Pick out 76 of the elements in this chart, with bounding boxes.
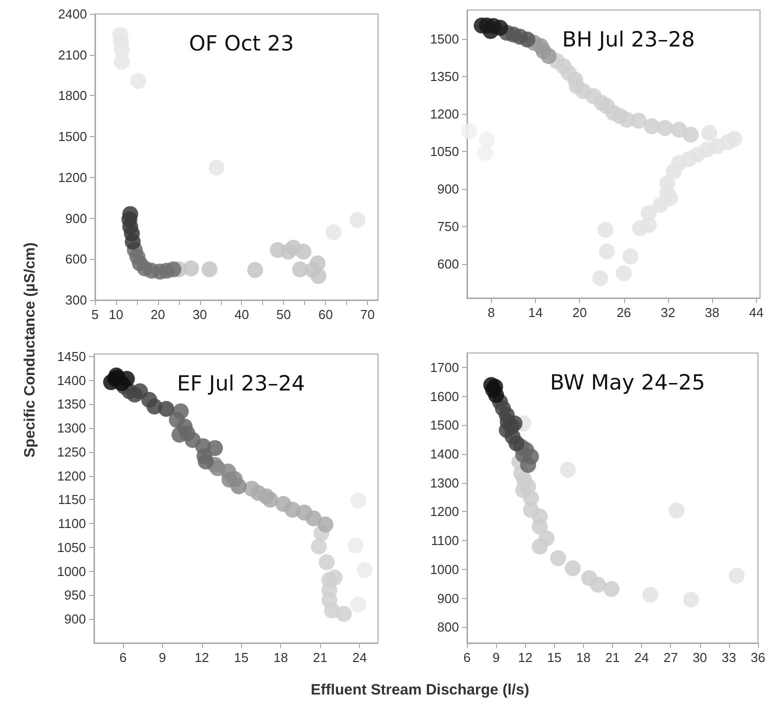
x-tick-label: 21 [312,650,328,665]
y-tick-label: 1000 [57,564,86,579]
y-tick-label: 1300 [430,475,459,490]
y-tick-label: 1200 [58,170,87,185]
x-tick-label: 60 [318,307,333,322]
y-tick-label: 1200 [430,504,459,520]
y-tick-label: 1350 [430,68,459,84]
x-tick-label: 30 [692,650,708,665]
y-axis-title: Specific Conductance (µS/cm) [22,242,38,458]
y-tick-label: 800 [437,620,459,635]
x-tick-label: 18 [576,650,591,665]
x-tick-label: 9 [492,650,500,665]
y-tick-label: 1200 [57,468,86,484]
y-tick-label: 1200 [430,106,459,122]
x-tick-label: 24 [352,650,367,665]
y-tick-label: 2100 [58,47,87,62]
y-tick-label: 1100 [58,516,86,532]
text: BH Jul 23–28 [562,28,695,52]
y-tick-label: 900 [65,210,87,226]
x-tick-label: 6 [119,650,127,665]
x-tick-label: 30 [192,307,208,322]
x-tick-label: 5 [91,307,99,322]
x-tick-label: 9 [158,650,166,665]
y-tick-label: 1050 [430,144,459,159]
y-tick-label: 1450 [57,348,86,364]
x-tick-label: 70 [360,307,375,322]
x-tick-label: 40 [234,307,249,322]
y-tick-label: 1300 [57,420,86,436]
x-tick-label: 36 [750,650,766,665]
y-tick-label: 900 [64,612,86,627]
x-axis-title: Effluent Stream Discharge (l/s) [310,682,530,698]
x-tick-label: 20 [150,307,166,322]
text: OF Oct 23 [189,32,294,56]
y-tick-label: 2400 [58,6,87,22]
x-tick-label: 6 [463,650,471,665]
x-tick-label: 32 [660,305,676,320]
y-tick-label: 1600 [430,388,459,404]
y-tick-label: 1250 [57,444,86,460]
x-tick-label: 33 [722,650,736,665]
y-tick-label: 1500 [430,418,459,433]
x-tick-label: 10 [108,307,124,322]
x-tick-label: 26 [616,305,632,320]
y-tick-label: 900 [437,590,459,606]
y-tick-label: 950 [64,588,86,603]
text: EF Jul 23–24 [177,372,305,396]
y-tick-label: 1500 [58,129,87,144]
y-tick-label: 900 [437,182,459,197]
y-tick-label: 600 [65,252,87,267]
text: BW May 24–25 [550,370,706,394]
y-tick-label: 1800 [58,88,87,104]
x-tick-label: 8 [488,305,495,320]
y-tick-label: 1150 [58,492,86,508]
x-tick-label: 14 [528,305,543,320]
x-tick-label: 18 [273,650,288,665]
y-tick-label: 1000 [430,562,459,577]
x-tick-label: 38 [704,305,720,320]
x-tick-label: 20 [572,305,587,320]
x-tick-label: 50 [276,307,291,322]
x-tick-label: 24 [634,650,649,665]
y-tick-label: 1100 [431,533,459,548]
y-tick-label: 300 [65,292,87,308]
x-tick-label: 15 [547,650,562,665]
y-tick-label: 600 [437,256,459,272]
y-tick-label: 750 [437,219,459,234]
x-tick-label: 12 [194,650,210,665]
x-tick-label: 12 [518,650,532,665]
y-tick-label: 1500 [430,31,459,46]
y-tick-label: 1050 [57,540,86,555]
x-tick-label: 27 [663,650,678,665]
y-tick-label: 1700 [430,360,459,375]
x-tick-label: 44 [749,305,764,320]
x-tick-label: 21 [605,650,620,665]
y-tick-label: 1400 [430,446,459,462]
y-tick-label: 1400 [57,372,86,388]
x-tick-label: 15 [234,650,248,665]
y-tick-label: 1350 [57,396,86,412]
